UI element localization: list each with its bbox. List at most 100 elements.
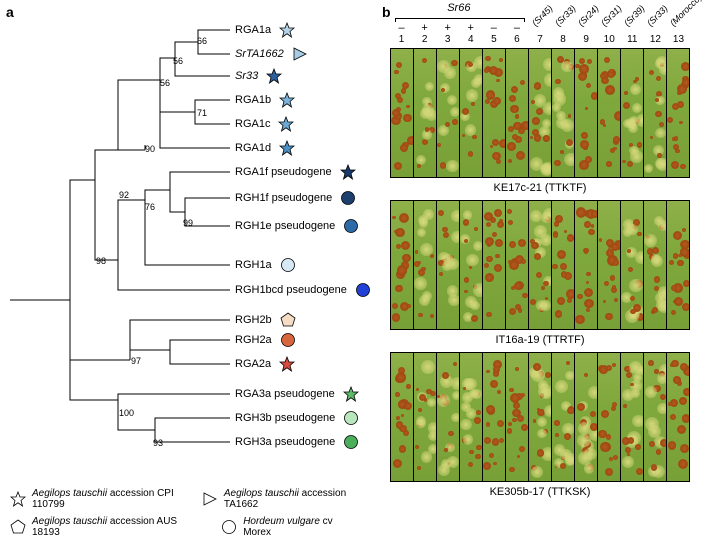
taxon-row: RGH1bcd pseudogene [235,279,371,301]
taxon-row: SrTA1662 [235,43,308,65]
star-icon [279,92,295,108]
star-icon [278,116,294,132]
column-number: 6 [508,34,526,45]
star-icon [10,491,26,507]
taxon-label: RGA1a [235,24,271,36]
support-value: 71 [197,108,207,118]
legend-text: Aegilops tauschii accession CPI 110799 [32,488,184,510]
leaf-lane [437,353,459,481]
column-gene-label: (Sr33) [645,3,670,28]
taxon-label: RGA1d [235,142,271,154]
taxon-label: RGH3b pseudogene [235,412,335,424]
leaf-lane [529,353,551,481]
star-icon [279,356,295,372]
leaf-lane [414,49,436,177]
circle-icon [343,434,359,450]
leaf-lane [575,201,597,329]
pentagon-icon [280,312,296,328]
circle-icon [343,410,359,426]
star-icon [279,22,295,38]
taxon-row: RGA1a [235,19,295,41]
leaf-lane [460,201,482,329]
column-number: 12 [646,34,664,45]
legend-item: Hordeum vulgare cv Morex [221,516,360,538]
taxon-row: RGH3b pseudogene [235,407,359,429]
triangle-icon [202,491,218,507]
block-caption: KE305b-17 (TTKSK) [380,486,700,498]
column-number: 10 [600,34,618,45]
column-number: 1 [393,34,411,45]
block-caption: KE17c-21 (TTKTF) [380,182,700,194]
leaf-lane [667,49,689,177]
column-sign: + [416,22,434,34]
leaf-assay-block: IT16a-19 (TTRTF) [380,200,700,346]
leaf-assay-block: KE17c-21 (TTKTF) [380,48,700,194]
legend-item: Aegilops tauschii accession AUS 18193 [10,516,203,538]
support-value: 56 [173,56,183,66]
circle-icon [355,282,371,298]
taxon-row: RGA2a [235,353,295,375]
support-value: 93 [153,438,163,448]
leaf-lane [483,353,505,481]
taxon-label: RGA1f pseudogene [235,166,332,178]
leaf-lane [598,49,620,177]
column-number: 3 [439,34,457,45]
leaf-lane [506,353,528,481]
leaf-lane [644,201,666,329]
taxon-label: RGH3a pseudogene [235,436,335,448]
support-value: 98 [96,256,106,266]
support-value: 76 [145,202,155,212]
support-value: 99 [183,218,193,228]
circle-icon [280,257,296,273]
taxon-row: RGH1f pseudogene [235,187,356,209]
support-value: 92 [119,190,129,200]
leaf-lane [552,353,574,481]
taxon-label: RGA1c [235,118,270,130]
leaf-lane [667,201,689,329]
column-number: 9 [577,34,595,45]
support-value: 66 [197,36,207,46]
star-icon [340,164,356,180]
taxon-label: RGH1bcd pseudogene [235,284,347,296]
column-number: 7 [531,34,549,45]
taxon-row: RGA3a pseudogene [235,383,359,405]
column-number: 11 [623,34,641,45]
leaf-assay-block: KE305b-17 (TTKSK) [380,352,700,498]
column-sign: – [508,22,526,34]
leaf-lane [644,49,666,177]
column-number: 4 [462,34,480,45]
taxon-label: RGH1e pseudogene [235,220,335,232]
leaf-strip [390,352,690,482]
taxon-label: RGH2a [235,334,272,346]
leaf-lane [575,49,597,177]
leaf-lane [621,353,643,481]
column-number: 13 [669,34,687,45]
support-value: 97 [131,356,141,366]
column-number: 8 [554,34,572,45]
column-number: 2 [416,34,434,45]
column-gene-label: (Sr39) [622,3,647,28]
column-gene-label: (Sr33) [553,3,578,28]
leaf-lane [460,49,482,177]
leaf-lane [598,201,620,329]
leaf-lane [506,201,528,329]
taxon-row: RGH1e pseudogene [235,215,359,237]
leaf-lane [483,201,505,329]
taxon-row: RGA1d [235,137,295,159]
circle-icon [340,190,356,206]
leaf-lane [437,201,459,329]
circle-icon [221,519,237,535]
leaf-lane [506,49,528,177]
taxon-label: RGA3a pseudogene [235,388,335,400]
taxon-label: RGA1b [235,94,271,106]
legend-item: Aegilops tauschii accession CPI 110799 [10,488,184,510]
block-caption: IT16a-19 (TTRTF) [380,334,700,346]
taxon-label: SrTA1662 [235,48,284,60]
panel-b-header: Sr66 –1+2+3+4–5–6(Sr45)7(Sr33)8(Sr24)9(S… [380,0,700,48]
column-sign: + [462,22,480,34]
taxon-row: RGH3a pseudogene [235,431,359,453]
leaf-lane [391,201,413,329]
taxon-label: RGA2a [235,358,271,370]
taxon-label: RGH2b [235,314,272,326]
column-gene-label: (Sr45) [530,3,555,28]
